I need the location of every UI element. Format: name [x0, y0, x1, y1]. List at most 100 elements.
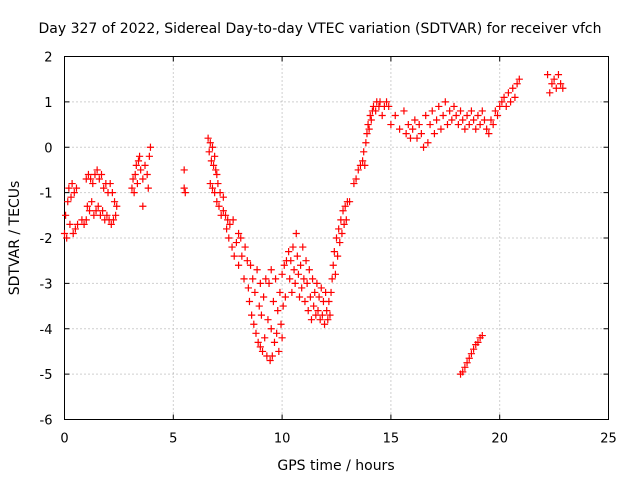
data-point [69, 229, 77, 238]
data-point [109, 216, 118, 224]
data-point [391, 111, 399, 120]
data-point [132, 161, 140, 169]
data-point [269, 297, 277, 306]
data-point [61, 211, 70, 219]
data-point [234, 229, 243, 238]
data-point [316, 316, 324, 324]
data-point [304, 307, 312, 315]
data-point [360, 148, 368, 156]
data-point [226, 220, 234, 228]
data-point [251, 288, 259, 297]
data-point [323, 307, 331, 315]
data-point [443, 120, 452, 129]
data-point [548, 80, 556, 88]
data-point [365, 125, 373, 133]
data-point [385, 102, 393, 111]
data-point [476, 120, 484, 129]
data-point [350, 179, 358, 188]
data-point [312, 311, 320, 319]
data-point [324, 316, 332, 324]
data-point [262, 275, 270, 283]
y-tick-label: 2 [44, 51, 52, 66]
data-point [90, 211, 98, 219]
data-point [73, 220, 82, 228]
data-point [80, 220, 88, 228]
data-point [141, 161, 149, 169]
data-point [241, 243, 249, 251]
data-point [459, 116, 467, 124]
data-point [67, 193, 75, 201]
data-point [300, 275, 308, 283]
y-tick-label: 1 [44, 96, 52, 111]
data-point [311, 288, 319, 297]
data-point [213, 198, 221, 206]
data-point [452, 111, 460, 120]
y-tick-label: -5 [40, 368, 53, 383]
data-point [550, 75, 558, 83]
data-point [250, 320, 258, 328]
data-point [461, 363, 469, 371]
data-point [208, 184, 217, 192]
data-point [246, 261, 255, 269]
data-point [327, 288, 335, 297]
data-point [268, 352, 276, 360]
data-point [276, 288, 284, 297]
data-point [454, 120, 462, 129]
data-point [333, 252, 342, 260]
data-point [467, 107, 476, 115]
data-point [85, 207, 94, 215]
data-point [367, 116, 375, 124]
data-point [498, 98, 506, 106]
data-point [70, 189, 78, 197]
data-point [244, 284, 252, 292]
data-point [487, 116, 495, 124]
data-point [467, 350, 476, 358]
data-point [103, 211, 111, 219]
data-point [108, 189, 116, 197]
data-point [364, 120, 372, 129]
data-point [409, 125, 417, 133]
data-point [465, 354, 473, 362]
data-point [240, 275, 248, 283]
data-point [557, 80, 565, 88]
data-point [94, 202, 102, 210]
data-point [366, 111, 374, 120]
data-point [290, 266, 298, 274]
x-tick-label: 0 [60, 432, 68, 447]
data-point [256, 279, 264, 287]
data-point [113, 202, 121, 210]
data-point [341, 202, 349, 210]
data-point [280, 261, 288, 269]
data-point [209, 161, 218, 169]
data-point [485, 130, 493, 138]
data-point [382, 98, 391, 106]
data-point [465, 120, 473, 129]
data-point [128, 184, 136, 192]
data-point [515, 75, 523, 83]
data-point [215, 202, 223, 210]
data-point [315, 293, 323, 301]
data-point [295, 293, 304, 301]
data-point [463, 111, 471, 120]
data-point [336, 238, 344, 247]
data-point [91, 170, 99, 179]
data-point [260, 293, 268, 301]
data-point [439, 111, 447, 120]
data-point [286, 275, 294, 283]
data-point [137, 166, 145, 174]
x-tick-label: 25 [600, 432, 617, 447]
data-point [133, 179, 141, 188]
data-point [71, 225, 79, 233]
data-point [419, 143, 428, 151]
data-point [413, 134, 421, 142]
data-point [84, 170, 93, 179]
data-point [267, 325, 275, 333]
x-tick-label: 15 [383, 432, 400, 447]
data-point [270, 338, 279, 346]
data-point [511, 93, 519, 101]
data-point [219, 207, 227, 215]
data-point [219, 193, 227, 201]
data-point [469, 116, 478, 124]
data-point [205, 148, 213, 156]
